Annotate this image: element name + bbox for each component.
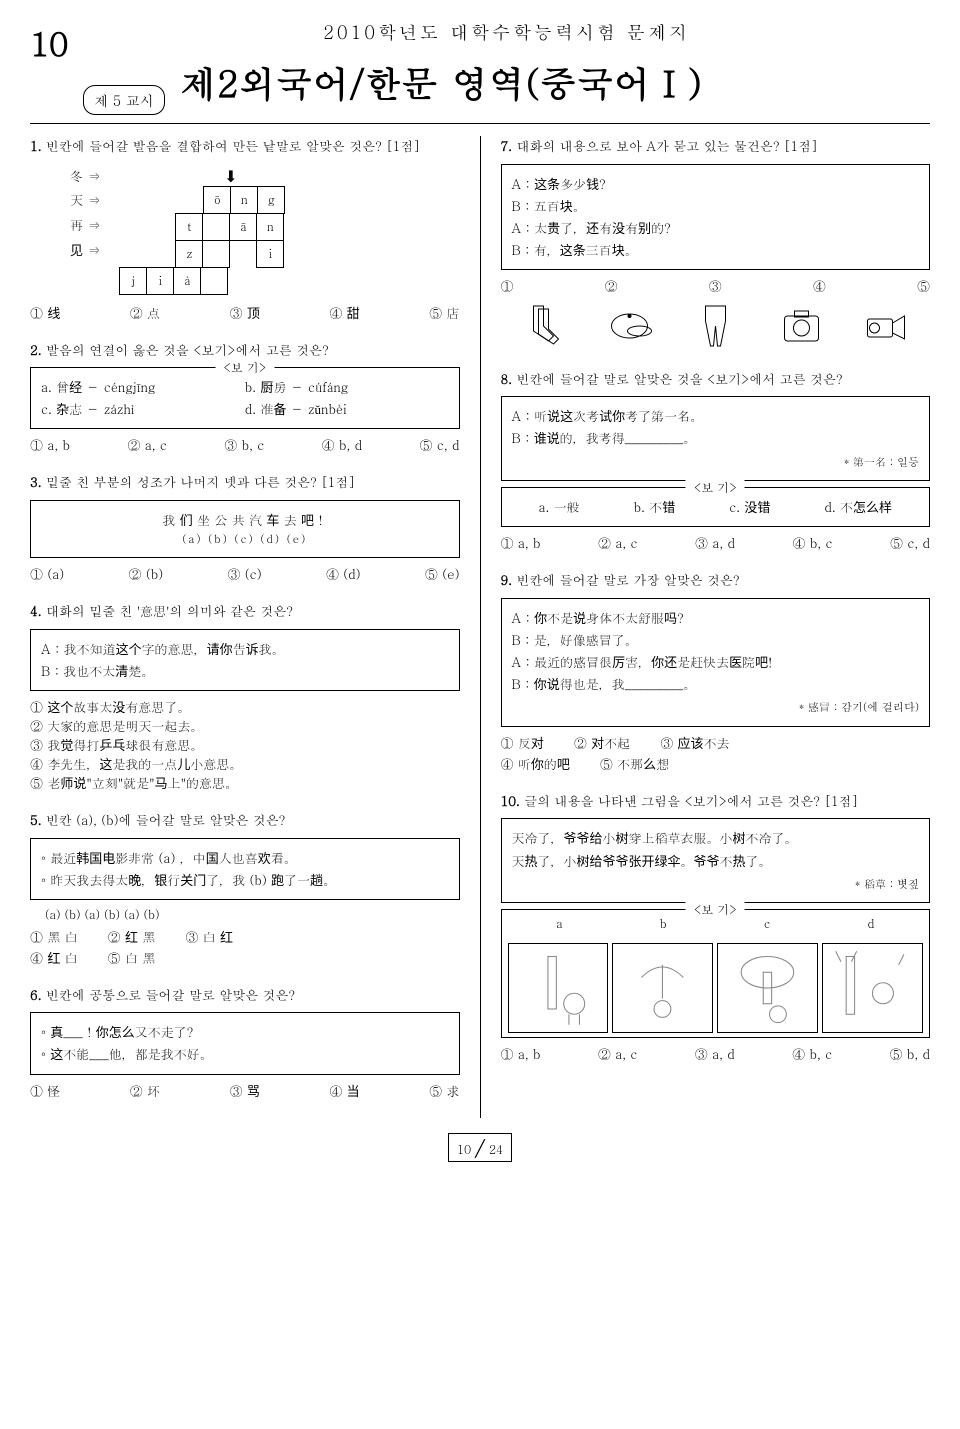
exam-title: 제2외국어/한문 영역(중국어Ⅰ)	[180, 57, 703, 108]
content-columns: 1. 빈칸에 들어갈 발음을 결합하여 만든 낱말로 알맞은 것은? [1점] …	[30, 136, 930, 1118]
question-7: 7. 대화의 내용으로 보아 A가 묻고 있는 물건은? [1점] A：这条多少…	[501, 136, 931, 351]
question-1: 1. 빈칸에 들어갈 발음을 결합하여 만든 낱말로 알맞은 것은? [1점] …	[30, 136, 460, 322]
column-separator	[480, 136, 481, 1118]
q6-box: ◦ 真___！你怎么又不走了? ◦ 这不能___他，都是我不好。	[30, 1012, 460, 1074]
page-number: 10	[30, 20, 68, 65]
q2-choices: ① a, b② a, c③ b, c④ b, d⑤ c, d	[30, 435, 460, 454]
socks-icon	[513, 301, 573, 351]
question-9: 9. 빈칸에 들어갈 말로 가장 알맞은 것은? A：你不是说身体不太舒服吗? …	[501, 570, 931, 773]
q10-img-c	[717, 943, 818, 1033]
q7-images	[501, 301, 931, 351]
q4-choices: ① 这个故事太没有意思了。 ② 大家的意思是明天一起去。 ③ 我觉得打乒乓球很有…	[30, 697, 460, 792]
q7-choice-nums: ①②③④⑤	[501, 276, 931, 295]
video-camera-icon	[857, 301, 917, 351]
q10-box: 天冷了，爷爷给小树穿上稻草衣服。小树不冷了。 天热了，小树给爷爷张开绿伞。爷爷不…	[501, 818, 931, 903]
page-header: 10 2010학년도 대학수학능력시험 문제지 제 5 교시 제2외국어/한문 …	[30, 20, 930, 115]
camera-icon	[771, 301, 831, 351]
q5-choices: ① 黑 白② 红 黑③ 白 红 ④ 红 白⑤ 白 黑	[30, 927, 460, 967]
q7-box: A：这条多少钱? B：五百块。 A：太贵了，还有没有别的? B：有，这条三百块。	[501, 164, 931, 270]
q9-box: A：你不是说身体不太舒服吗? B：是，好像感冒了。 A：最近的感冒很厉害，你还是…	[501, 598, 931, 727]
question-4: 4. 대화의 밑줄 친 '意思'의 의미와 같은 것은? A：我不知道这个字的意…	[30, 601, 460, 792]
q4-box: A：我不知道这个字的意思，请你告诉我。 B：我也不太清楚。	[30, 629, 460, 691]
cap-icon	[599, 301, 659, 351]
exam-subtitle: 2010학년도 대학수학능력시험 문제지	[83, 20, 930, 45]
left-column: 1. 빈칸에 들어갈 발음을 결합하여 만든 낱말로 알맞은 것은? [1점] …	[30, 136, 460, 1118]
q1-num: 1.	[30, 136, 42, 155]
down-arrow-icon: ⬇	[224, 164, 237, 187]
q10-img-a	[508, 943, 609, 1033]
q1-choices: ① 线② 点③ 顶④ 甜⑤ 店	[30, 303, 460, 322]
q10-choices: ① a, b② a, c③ a, d④ b, c⑤ b, d	[501, 1044, 931, 1063]
q6-choices: ① 怪② 坏③ 骂④ 当⑤ 求	[30, 1081, 460, 1100]
pants-icon	[685, 301, 745, 351]
q9-choices: ① 反对② 对不起③ 应该不去 ④ 听你的吧⑤ 不那么想	[501, 733, 931, 773]
question-3: 3. 밑줄 친 부분의 성조가 나머지 넷과 다른 것은? [1점] 我 们 坐…	[30, 472, 460, 583]
q8-bogi: <보 기> a. 一般b. 不错c. 没错d. 不怎么样	[501, 487, 931, 527]
q8-box: A：听说这次考试你考了第一名。 B：谁说的，我考得_________。 * 第一…	[501, 396, 931, 481]
q10-img-b	[612, 943, 713, 1033]
q1-hints: 冬 ⇒ 天 ⇒ 再 ⇒ 见 ⇒	[70, 164, 100, 295]
question-6: 6. 빈칸에 공통으로 들어갈 말로 알맞은 것은? ◦ 真___！你怎么又不走…	[30, 985, 460, 1100]
q1-text: 빈칸에 들어갈 발음을 결합하여 만든 낱말로 알맞은 것은? [1점]	[46, 136, 420, 155]
page-footer: 10 ╱ 24	[30, 1133, 930, 1162]
question-8: 8. 빈칸에 들어갈 말로 알맞은 것을 <보기>에서 고른 것은? A：听说这…	[501, 369, 931, 552]
question-5: 5. 빈칸 (a), (b)에 들어갈 말로 알맞은 것은? ◦ 最近韩国电影非…	[30, 810, 460, 967]
q8-choices: ① a, b② a, c③ a, d④ b, c⑤ c, d	[501, 533, 931, 552]
q5-box: ◦ 最近韩国电影非常 (a) ，中国人也喜欢看。 ◦ 昨天我去得太晚，银行关门了…	[30, 838, 460, 900]
q3-choices: ① (a)② (b)③ (c)④ (d)⑤ (e)	[30, 564, 460, 583]
right-column: 7. 대화의 내용으로 보아 A가 묻고 있는 물건은? [1점] A：这条多少…	[501, 136, 931, 1118]
q10-img-d	[822, 943, 923, 1033]
q2-bogi-box: <보 기> a. 曾经 － céngjīng b. 厨房 － cúfáng c.…	[30, 367, 460, 429]
q1-crossword: ⬇ ōng tān zi jià	[120, 164, 285, 295]
period-badge: 제 5 교시	[83, 85, 165, 115]
q10-bogi: <보 기> abcd	[501, 909, 931, 1037]
q3-box: 我 们 坐 公 共 汽 车 去 吧！ (a) (b) (c) (d) (e)	[30, 500, 460, 559]
header-divider	[30, 123, 930, 124]
question-2: 2. 발음의 연결이 옳은 것을 <보기>에서 고른 것은? <보 기> a. …	[30, 340, 460, 455]
question-10: 10. 글의 내용을 나타낸 그림을 <보기>에서 고른 것은? [1점] 天冷…	[501, 791, 931, 1063]
